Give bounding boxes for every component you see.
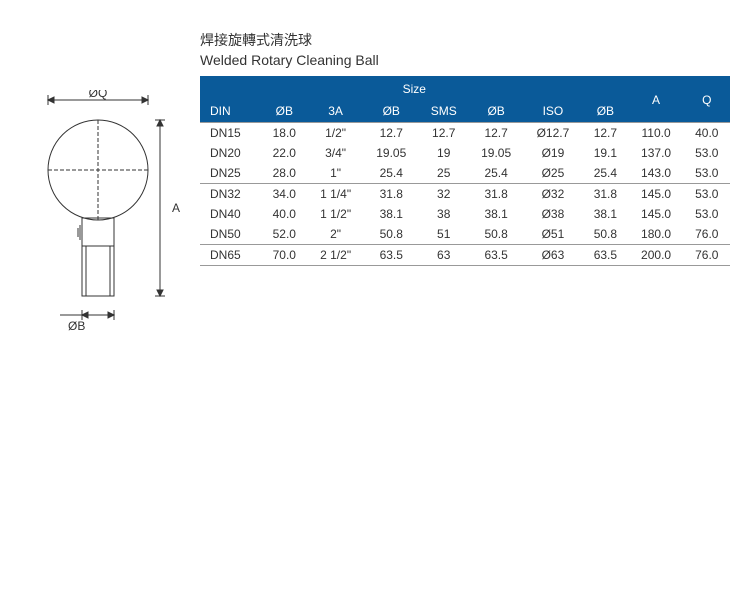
table-cell: DN15 bbox=[200, 123, 261, 144]
table-cell: DN40 bbox=[200, 204, 261, 224]
col-ob4: ØB bbox=[582, 100, 628, 123]
table-cell: Ø25 bbox=[524, 163, 583, 184]
table-cell: 38.1 bbox=[469, 204, 524, 224]
table-cell: Ø12.7 bbox=[524, 123, 583, 144]
table-cell: 40.0 bbox=[261, 204, 307, 224]
table-cell: 12.7 bbox=[364, 123, 419, 144]
table-cell: 53.0 bbox=[684, 143, 730, 163]
title-english: Welded Rotary Cleaning Ball bbox=[200, 52, 730, 68]
table-row: DN5052.02"50.85150.8Ø5150.8180.076.0 bbox=[200, 224, 730, 245]
table-cell: 31.8 bbox=[364, 184, 419, 205]
col-q: Q bbox=[684, 76, 730, 123]
table-cell: 50.8 bbox=[582, 224, 628, 245]
table-cell: 63.5 bbox=[469, 245, 524, 266]
table-cell: 3/4" bbox=[307, 143, 363, 163]
table-cell: DN65 bbox=[200, 245, 261, 266]
col-din: DIN bbox=[200, 100, 261, 123]
label-q: ØQ bbox=[89, 90, 108, 100]
table-cell: 143.0 bbox=[629, 163, 684, 184]
table-row: DN1518.01/2"12.712.712.7Ø12.712.7110.040… bbox=[200, 123, 730, 144]
table-cell: 53.0 bbox=[684, 184, 730, 205]
table-cell: 51 bbox=[419, 224, 469, 245]
table-cell: 52.0 bbox=[261, 224, 307, 245]
table-cell: Ø38 bbox=[524, 204, 583, 224]
size-header: Size bbox=[200, 76, 629, 100]
table-cell: 38.1 bbox=[364, 204, 419, 224]
table-cell: DN32 bbox=[200, 184, 261, 205]
table-cell: 53.0 bbox=[684, 204, 730, 224]
table-cell: 180.0 bbox=[629, 224, 684, 245]
table-cell: 25.4 bbox=[469, 163, 524, 184]
table-cell: 31.8 bbox=[469, 184, 524, 205]
col-sms: SMS bbox=[419, 100, 469, 123]
table-cell: 19.05 bbox=[469, 143, 524, 163]
table-cell: 38.1 bbox=[582, 204, 628, 224]
title-chinese: 焊接旋轉式清洗球 bbox=[200, 30, 730, 50]
table-cell: 137.0 bbox=[629, 143, 684, 163]
table-cell: 12.7 bbox=[582, 123, 628, 144]
table-cell: DN25 bbox=[200, 163, 261, 184]
table-cell: 63.5 bbox=[364, 245, 419, 266]
table-cell: 2 1/2" bbox=[307, 245, 363, 266]
table-cell: 63 bbox=[419, 245, 469, 266]
table-cell: 19 bbox=[419, 143, 469, 163]
table-cell: 1" bbox=[307, 163, 363, 184]
table-cell: DN50 bbox=[200, 224, 261, 245]
table-cell: 19.05 bbox=[364, 143, 419, 163]
col-3a: 3A bbox=[307, 100, 363, 123]
table-cell: 2" bbox=[307, 224, 363, 245]
table-cell: 25 bbox=[419, 163, 469, 184]
table-cell: 25.4 bbox=[364, 163, 419, 184]
table-cell: 76.0 bbox=[684, 245, 730, 266]
table-row: DN3234.01 1/4"31.83231.8Ø3231.8145.053.0 bbox=[200, 184, 730, 205]
table-cell: Ø19 bbox=[524, 143, 583, 163]
table-cell: 22.0 bbox=[261, 143, 307, 163]
label-a: A bbox=[172, 201, 180, 215]
table-cell: 63.5 bbox=[582, 245, 628, 266]
spec-table: Size A Q DIN ØB 3A ØB SMS ØB ISO ØB DN15… bbox=[200, 76, 730, 266]
table-cell: 76.0 bbox=[684, 224, 730, 245]
col-a: A bbox=[629, 76, 684, 123]
table-cell: 53.0 bbox=[684, 163, 730, 184]
technical-diagram: ØQ A bbox=[20, 30, 200, 350]
label-b: ØB bbox=[68, 319, 85, 333]
col-ob3: ØB bbox=[469, 100, 524, 123]
table-cell: 25.4 bbox=[582, 163, 628, 184]
table-cell: 12.7 bbox=[469, 123, 524, 144]
table-cell: 38 bbox=[419, 204, 469, 224]
table-row: DN6570.02 1/2"63.56363.5Ø6363.5200.076.0 bbox=[200, 245, 730, 266]
table-cell: 31.8 bbox=[582, 184, 628, 205]
table-cell: 28.0 bbox=[261, 163, 307, 184]
table-row: DN2022.03/4"19.051919.05Ø1919.1137.053.0 bbox=[200, 143, 730, 163]
table-cell: DN20 bbox=[200, 143, 261, 163]
table-cell: 34.0 bbox=[261, 184, 307, 205]
table-cell: 145.0 bbox=[629, 184, 684, 205]
col-ob2: ØB bbox=[364, 100, 419, 123]
table-cell: 50.8 bbox=[364, 224, 419, 245]
table-cell: Ø32 bbox=[524, 184, 583, 205]
table-cell: 19.1 bbox=[582, 143, 628, 163]
table-cell: 1 1/2" bbox=[307, 204, 363, 224]
table-cell: Ø63 bbox=[524, 245, 583, 266]
table-cell: 110.0 bbox=[629, 123, 684, 144]
table-cell: 1/2" bbox=[307, 123, 363, 144]
col-ob1: ØB bbox=[261, 100, 307, 123]
table-cell: 70.0 bbox=[261, 245, 307, 266]
table-cell: 32 bbox=[419, 184, 469, 205]
table-cell: 40.0 bbox=[684, 123, 730, 144]
table-cell: 50.8 bbox=[469, 224, 524, 245]
table-cell: 12.7 bbox=[419, 123, 469, 144]
col-iso: ISO bbox=[524, 100, 583, 123]
table-cell: 145.0 bbox=[629, 204, 684, 224]
table-row: DN4040.01 1/2"38.13838.1Ø3838.1145.053.0 bbox=[200, 204, 730, 224]
table-cell: 1 1/4" bbox=[307, 184, 363, 205]
table-cell: Ø51 bbox=[524, 224, 583, 245]
table-cell: 18.0 bbox=[261, 123, 307, 144]
table-cell: 200.0 bbox=[629, 245, 684, 266]
table-row: DN2528.01"25.42525.4Ø2525.4143.053.0 bbox=[200, 163, 730, 184]
